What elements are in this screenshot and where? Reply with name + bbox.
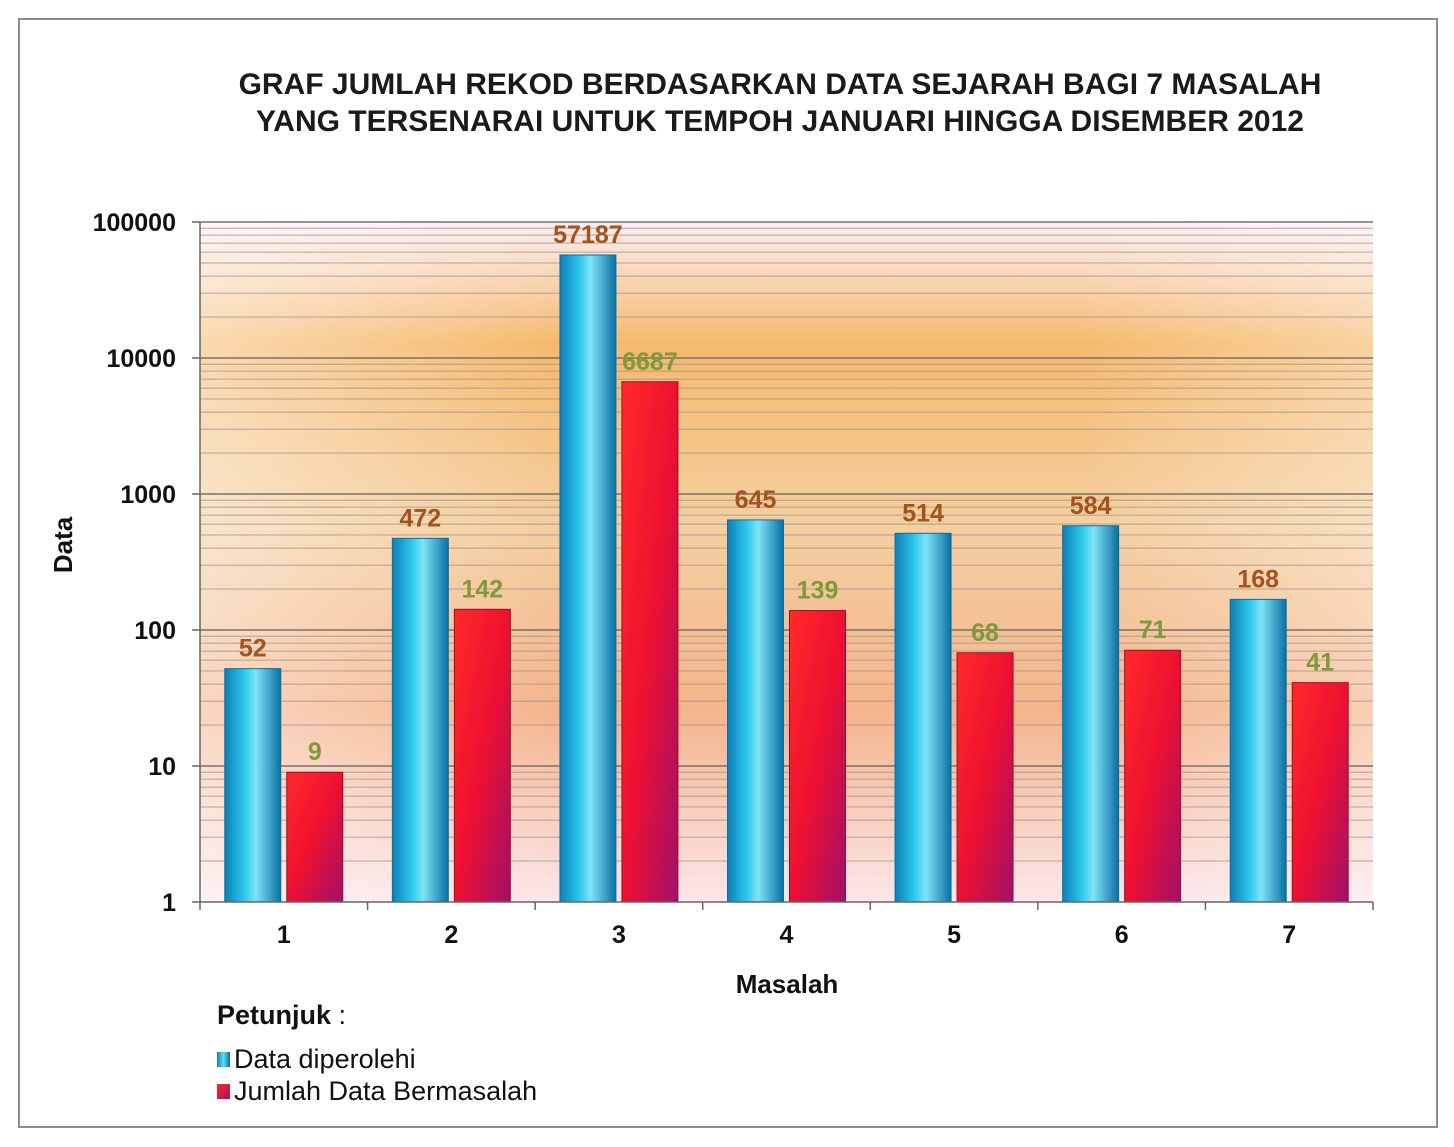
legend-item-jumlah-data-bermasalah: Jumlah Data Bermasalah bbox=[217, 1075, 537, 1107]
bar bbox=[894, 532, 952, 903]
legend-label: Jumlah Data Bermasalah bbox=[234, 1075, 538, 1106]
y-tick-label: 10 bbox=[148, 753, 176, 781]
legend-title-row: Petunjuk : bbox=[217, 1000, 537, 1031]
y-tick-label: 100000 bbox=[93, 209, 176, 237]
axes: 1 10 100 1000 10000 100000 1 2 3 4 5 6 7 bbox=[93, 209, 1374, 949]
legend-title-suffix: : bbox=[331, 1000, 347, 1030]
bars bbox=[224, 254, 1349, 903]
data-label: 645 bbox=[735, 486, 777, 514]
bar bbox=[391, 537, 449, 903]
legend-swatch-red bbox=[217, 1083, 230, 1099]
plot-area-sheen bbox=[200, 222, 1373, 902]
legend-item-data-diperolehi: Data diperolehi bbox=[217, 1043, 537, 1075]
y-axis-title: Data bbox=[48, 516, 78, 573]
bar bbox=[789, 610, 846, 903]
data-labels: 52 9 472 142 57187 6687 645 139 514 68 584 71 168 41 bbox=[239, 221, 1334, 766]
data-label: 139 bbox=[797, 577, 839, 605]
y-tick-label: 10000 bbox=[106, 345, 176, 373]
x-tick-label: 7 bbox=[1282, 921, 1296, 949]
data-label: 472 bbox=[399, 504, 441, 532]
chart-title-line-2: YANG TERSENARAI UNTUK TEMPOH JANUARI HIN… bbox=[256, 105, 1304, 138]
y-tick-label: 1000 bbox=[120, 481, 176, 509]
bar bbox=[956, 652, 1014, 903]
data-label: 584 bbox=[1070, 492, 1112, 520]
legend-swatch-cyan bbox=[217, 1051, 230, 1067]
data-label: 514 bbox=[902, 499, 944, 527]
x-tick-label: 6 bbox=[1115, 921, 1129, 949]
legend-label: Data diperolehi bbox=[234, 1043, 416, 1074]
legend-title: Petunjuk bbox=[217, 1000, 332, 1030]
x-tick-label: 1 bbox=[277, 921, 291, 949]
bar bbox=[1124, 649, 1182, 903]
chart-title-line-1: GRAF JUMLAH REKOD BERDASARKAN DATA SEJAR… bbox=[239, 68, 1322, 101]
bar bbox=[224, 668, 282, 903]
x-tick-label: 2 bbox=[444, 921, 458, 949]
x-tick-label: 3 bbox=[612, 921, 626, 949]
x-tick-label: 4 bbox=[780, 921, 794, 949]
y-tick-label: 100 bbox=[134, 617, 176, 645]
data-label: 142 bbox=[461, 575, 503, 603]
data-label: 9 bbox=[308, 738, 322, 766]
data-label: 41 bbox=[1306, 649, 1334, 677]
bar bbox=[621, 381, 679, 903]
legend: Petunjuk : Data diperolehi Jumlah Data B… bbox=[217, 1000, 537, 1107]
data-label: 68 bbox=[971, 619, 999, 647]
bar bbox=[559, 254, 617, 903]
data-label: 71 bbox=[1139, 616, 1167, 644]
bar bbox=[453, 608, 511, 903]
bar bbox=[1291, 682, 1349, 903]
bar bbox=[727, 519, 784, 903]
x-axis-title: Masalah bbox=[736, 969, 839, 999]
data-label: 6687 bbox=[622, 348, 678, 376]
bar bbox=[286, 771, 344, 903]
bar bbox=[1062, 525, 1120, 903]
y-tick-label: 1 bbox=[162, 889, 176, 917]
data-label: 168 bbox=[1237, 565, 1279, 593]
bar bbox=[1229, 598, 1287, 903]
data-label: 57187 bbox=[553, 221, 623, 249]
data-label: 52 bbox=[239, 635, 267, 663]
x-tick-label: 5 bbox=[947, 921, 961, 949]
